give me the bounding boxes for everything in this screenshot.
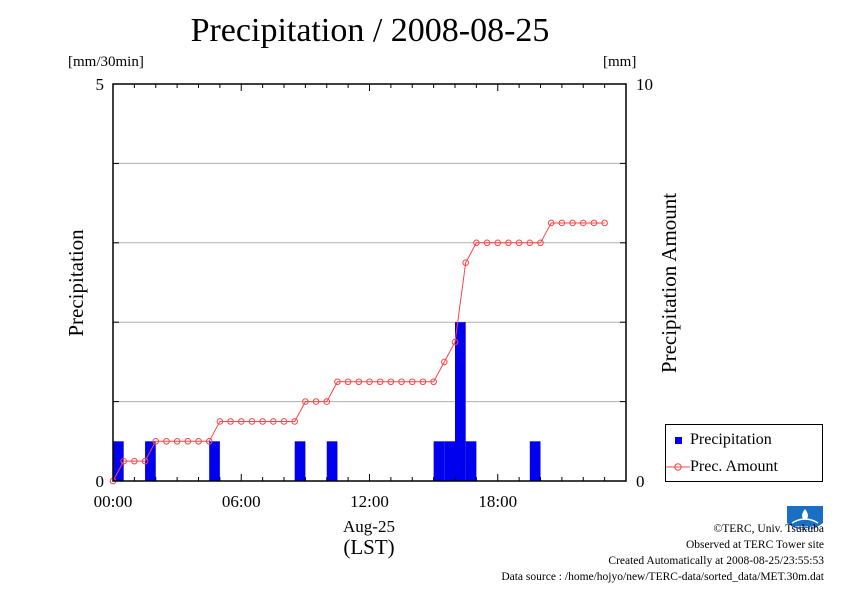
amount-point [494,239,502,247]
precipitation-bar [455,322,466,481]
copyright-text: ©TERC, Univ. Tsukuba [713,523,824,535]
amount-point [366,378,373,386]
line-series [109,219,608,485]
amount-point [441,358,448,366]
amount-point [131,457,138,465]
created-text: Created Automatically at 2008-08-25/23:5… [608,555,824,567]
amount-point [526,239,534,247]
left-axis-unit: [mm/30min] [68,54,144,70]
amount-point [152,438,160,445]
credits-block: ©TERC, Univ. Tsukuba Observed at TERC To… [501,521,824,585]
bar-series [113,322,541,481]
amount-point [270,418,277,425]
amount-point [537,239,544,247]
source-text: Data source : /home/hojyo/new/TERC-data/… [501,571,824,583]
precipitation-bar [294,441,306,481]
legend-label-amount: Prec. Amount [690,458,778,475]
amount-point [483,239,491,247]
amount-point [601,219,608,227]
amount-point [216,418,224,425]
amount-point [387,378,395,386]
precipitation-bar [529,441,541,481]
x-tick-label: 00:00 [94,492,133,511]
legend-item-precipitation: Precipitation [666,429,772,451]
legend-bar-swatch [666,436,690,444]
amount-point [515,239,523,247]
precipitation-bar [113,441,124,481]
amount-point [163,438,170,445]
amount-point [312,398,320,405]
chart-title: Precipitation / 2008-08-25 [190,12,550,49]
amount-point [590,219,598,227]
amount-point [376,378,384,386]
amount-point [227,418,234,425]
legend-line-swatch [666,462,690,472]
precipitation-bar [209,441,220,481]
amount-point [473,239,480,247]
x-tick-label: 06:00 [222,492,261,511]
x-timezone-label: (LST) [343,535,394,559]
grid-lines [113,162,626,403]
left-y-tick-label: 0 [96,472,105,491]
logo-text: TERC [795,526,814,533]
right-axis-title: Precipitation Amount [657,193,681,373]
precipitation-bar [433,441,445,481]
axis-ticks: 00:00 06:00 12:00 18:00 0 5 0 10 [94,75,653,511]
plot-frame [112,83,627,482]
amount-point [462,259,469,266]
amount-point [408,378,416,386]
legend-label-precipitation: Precipitation [690,431,772,448]
amount-point [579,219,587,227]
right-y-tick-label: 10 [636,75,653,94]
amount-point [205,438,213,445]
x-date-label: Aug-25 [343,517,395,536]
amount-point [141,457,149,465]
right-y-tick-label: 0 [636,472,645,491]
amount-point [237,418,245,425]
legend-item-amount: Prec. Amount [666,456,778,478]
amount-line [112,222,605,482]
amount-point [184,438,192,445]
amount-point [451,338,459,346]
amount-point [398,378,405,386]
amount-point [569,219,576,227]
amount-point [120,457,127,465]
right-axis-unit: [mm] [603,54,637,70]
amount-point [195,438,202,445]
precipitation-bar [465,441,477,481]
amount-point [344,378,352,386]
precipitation-bar [326,441,338,481]
amount-point [558,219,566,227]
precipitation-bar [444,441,455,481]
observed-text: Observed at TERC Tower site [685,539,824,551]
x-tick-label: 18:00 [478,492,517,511]
amount-point [547,219,555,227]
amount-point [430,378,437,386]
left-y-tick-label: 5 [96,75,105,94]
amount-point [355,378,363,386]
amount-point [323,398,331,405]
amount-point [259,418,266,425]
precipitation-bar [145,441,156,481]
amount-point [302,398,309,405]
amount-point [334,378,341,386]
legend: Precipitation Prec. Amount [665,424,823,482]
amount-point [173,438,181,445]
amount-point [505,239,512,247]
amount-point [248,418,256,425]
amount-point [280,418,288,425]
amount-point [419,378,427,386]
x-tick-label: 12:00 [350,492,389,511]
amount-point [291,418,298,425]
terc-logo: TERC [784,503,826,535]
left-axis-title: Precipitation [64,229,88,337]
